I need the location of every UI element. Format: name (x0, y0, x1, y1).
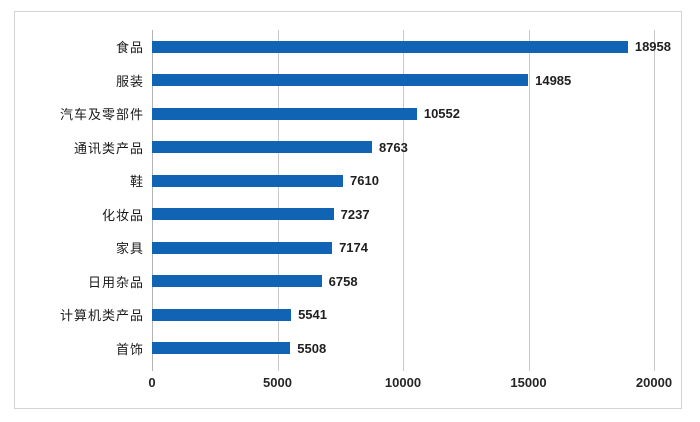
value-label: 10552 (423, 106, 460, 122)
bar-row: 7174 (152, 231, 654, 265)
bar (152, 208, 334, 221)
value-label: 14985 (535, 72, 572, 88)
bar-row: 14985 (152, 64, 654, 98)
value-axis-line (152, 30, 153, 371)
bar-row: 10552 (152, 97, 654, 131)
bar (152, 40, 628, 53)
bar-row: 7610 (152, 164, 654, 198)
bar (152, 275, 322, 288)
category-label: 汽车及零部件 (59, 107, 144, 123)
value-label: 7237 (340, 206, 370, 222)
chart-frame: 食品 服装 汽车及零部件 通讯类产品鞋化妆品 家具 日用杂品 计算机类产品 首饰 18958 1… (14, 11, 682, 409)
x-tick-label: 10000 (384, 375, 422, 390)
x-tick-label: 5000 (263, 375, 292, 390)
category-label: 鞋 (129, 174, 144, 190)
value-label: 7174 (339, 240, 368, 256)
gridline (654, 30, 655, 371)
bar (152, 141, 372, 154)
gridline (277, 30, 279, 371)
bar-row: 7237 (152, 198, 654, 232)
bar-row: 8763 (152, 131, 654, 165)
bar-row: 5508 (152, 332, 654, 366)
category-label: 化妆品 (101, 207, 144, 223)
category-label: 食品 (115, 40, 144, 56)
category-label: 通讯类产品 (73, 140, 144, 156)
gridline (403, 30, 404, 371)
plot-area: 18958 14985 10552 8763 7610 7237 7174 6758 5541 5… (152, 30, 671, 371)
value-label: 5541 (298, 307, 327, 323)
category-label: 计算机类产品 (59, 308, 144, 324)
value-label: 18958 (634, 39, 671, 55)
value-label: 8763 (378, 139, 408, 155)
bar-row: 6758 (152, 265, 654, 299)
category-axis: 食品服装汽车及零部件通讯类产品鞋化妆品家具日用杂品计算机类产品首饰 (15, 30, 144, 365)
value-label: 5508 (297, 340, 327, 356)
bar-row: 18958 (152, 30, 671, 64)
bar (152, 342, 291, 355)
gridline (528, 30, 530, 371)
bar (152, 174, 343, 187)
x-tick-label: 15000 (510, 375, 547, 390)
category-label: 首饰 (115, 341, 144, 357)
bar-rows: 18958 14985 10552 8763 7610 7237 7174 6758 5541 5… (152, 30, 671, 366)
value-label: 6758 (328, 273, 358, 289)
bar (152, 308, 292, 321)
category-label: 日用杂品 (87, 274, 144, 290)
x-tick-label: 0 (148, 375, 156, 390)
bar-row: 5541 (152, 298, 654, 332)
bar (152, 107, 417, 120)
bar (152, 241, 333, 254)
x-axis: 0 5000 10000 15000 20000 (148, 375, 672, 395)
x-tick-label: 20000 (635, 375, 673, 390)
category-label: 服装 (115, 73, 144, 89)
category-label: 家具 (115, 241, 144, 257)
value-label: 7610 (350, 173, 379, 189)
bar (152, 74, 529, 87)
